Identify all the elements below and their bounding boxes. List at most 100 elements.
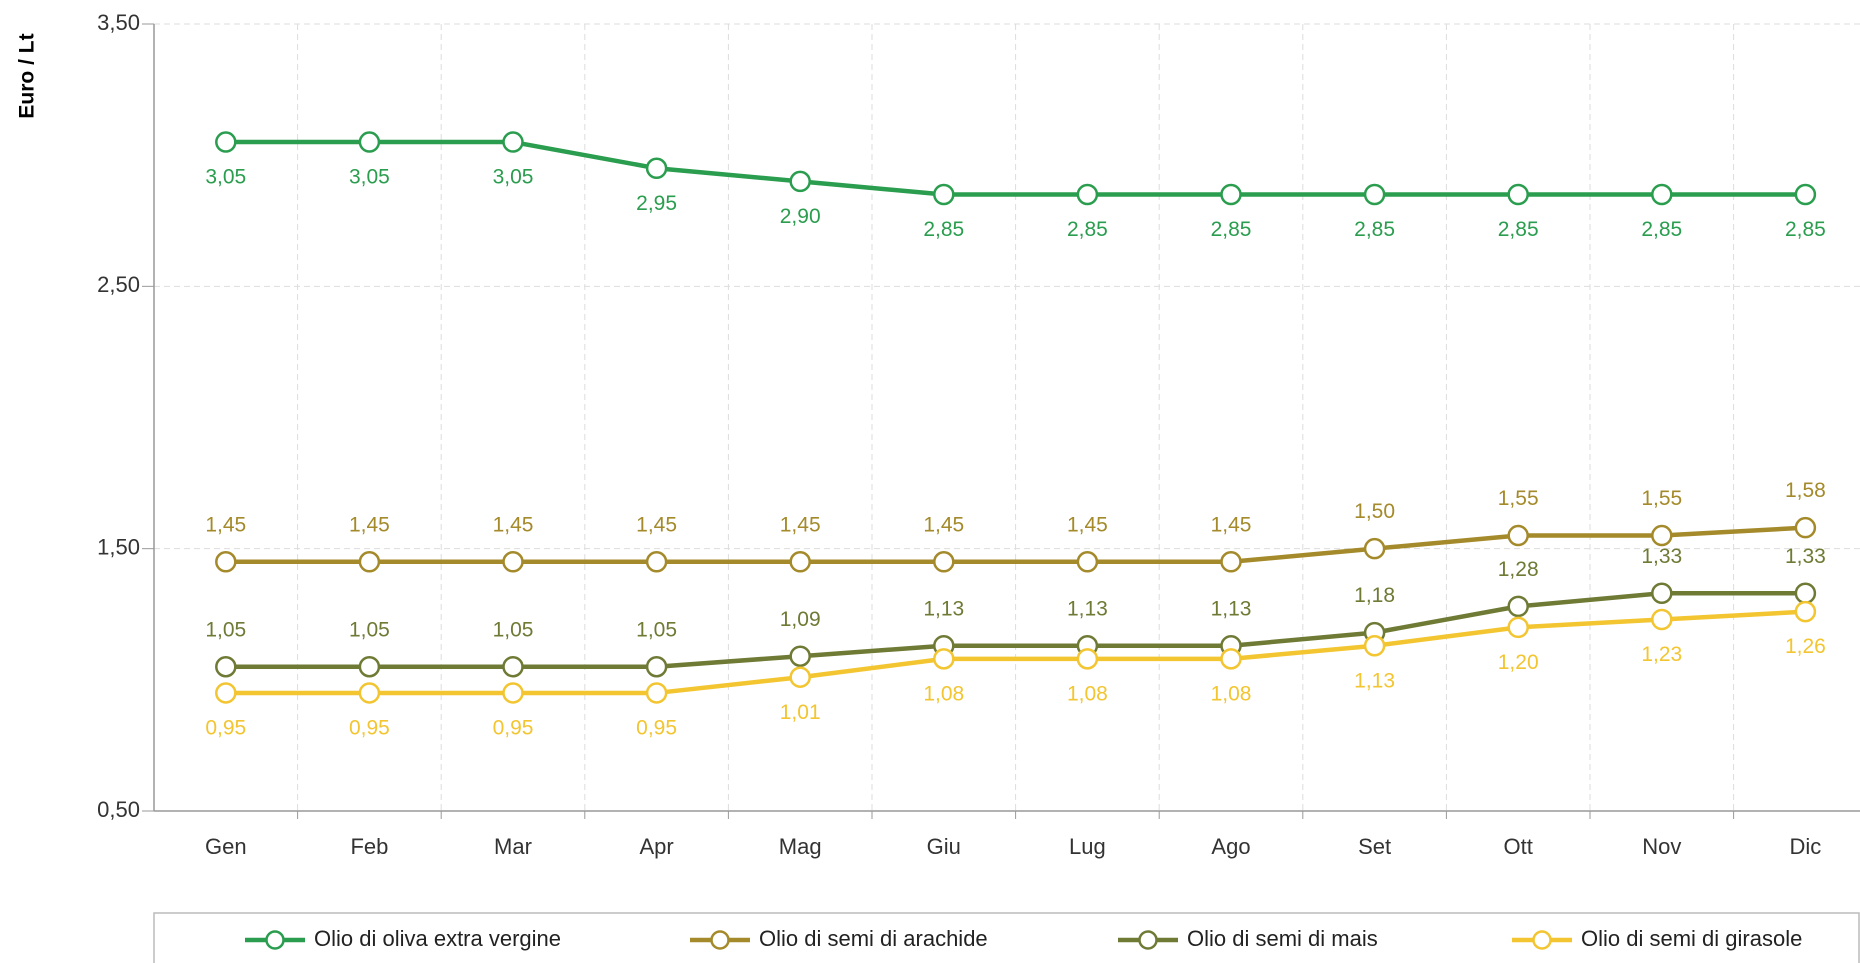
point (645, 551, 668, 573)
data-label: 1,45 (205, 513, 246, 536)
data-label: 1,45 (780, 513, 821, 536)
data-label: 1,05 (349, 618, 390, 641)
point (1363, 537, 1386, 560)
data-label: 1,50 (1354, 500, 1395, 523)
x-tick-label: Mag (779, 834, 822, 859)
point (933, 551, 955, 573)
data-label: 1,28 (1498, 558, 1539, 581)
y-tick-label: 2,50 (97, 272, 140, 297)
point (933, 648, 955, 670)
data-label: 2,90 (780, 205, 821, 228)
data-label: 2,85 (1498, 218, 1539, 241)
point (215, 551, 237, 573)
point (1220, 183, 1242, 206)
point (1220, 551, 1242, 573)
data-label: 1,09 (780, 608, 821, 631)
legend-label: Olio di semi di arachide (759, 926, 988, 951)
point (1651, 582, 1673, 605)
data-label: 2,85 (1785, 218, 1826, 241)
point (215, 131, 237, 153)
data-label: 1,08 (923, 682, 964, 705)
x-tick-label: Giu (927, 834, 961, 859)
data-label: 0,95 (205, 716, 246, 739)
data-label: 1,05 (636, 618, 677, 641)
point (1507, 524, 1529, 547)
legend-label: Olio di oliva extra vergine (314, 926, 561, 951)
y-tick-label: 0,50 (97, 797, 140, 822)
data-label: 2,85 (1641, 218, 1682, 241)
point (1651, 608, 1673, 631)
data-label: 1,13 (1354, 669, 1395, 692)
point (502, 551, 524, 573)
point (502, 682, 524, 704)
data-label: 1,08 (1211, 682, 1252, 705)
point (933, 183, 955, 206)
data-label: 0,95 (636, 716, 677, 739)
data-label: 1,55 (1641, 487, 1682, 510)
data-label: 1,33 (1641, 545, 1682, 568)
point (1363, 183, 1386, 206)
y-tick-label: 1,50 (97, 534, 140, 559)
data-label: 0,95 (349, 716, 390, 739)
series-line (225, 139, 1806, 197)
data-label: 1,08 (1067, 682, 1108, 705)
x-tick-label: Mar (494, 834, 532, 859)
x-tick-label: Feb (350, 834, 388, 859)
point (645, 655, 668, 678)
x-tick-label: Set (1358, 834, 1391, 859)
series-line (225, 525, 1806, 565)
point (645, 682, 668, 704)
data-label: 1,05 (493, 618, 534, 641)
point (1220, 648, 1242, 670)
point (789, 666, 811, 688)
data-label: 1,01 (780, 701, 821, 724)
point (215, 682, 237, 704)
point (789, 645, 811, 667)
data-label: 1,45 (493, 513, 534, 536)
data-label: 1,45 (1067, 513, 1108, 536)
data-label: 2,85 (1354, 218, 1395, 241)
legend-marker (1138, 930, 1158, 950)
point (1363, 634, 1386, 657)
data-label: 1,55 (1498, 487, 1539, 510)
point (1507, 595, 1529, 618)
point (1507, 183, 1529, 206)
legend-box (153, 912, 1860, 963)
data-label: 1,45 (636, 513, 677, 536)
data-label: 1,45 (1211, 513, 1252, 536)
data-label: 1,26 (1785, 635, 1826, 658)
point (1076, 551, 1099, 573)
legend-marker (710, 930, 730, 950)
point (1794, 516, 1817, 539)
data-label: 0,95 (493, 716, 534, 739)
data-label: 1,13 (923, 597, 964, 620)
point (1076, 648, 1099, 670)
point (502, 655, 524, 678)
data-label: 2,85 (1067, 218, 1108, 241)
data-label: 1,13 (1067, 597, 1108, 620)
point (645, 157, 668, 180)
point (1076, 183, 1099, 206)
data-label: 3,05 (205, 166, 246, 189)
x-tick-label: Lug (1069, 834, 1106, 859)
point (502, 131, 524, 153)
data-label: 1,20 (1498, 651, 1539, 674)
point (1794, 183, 1817, 206)
data-label: 1,58 (1785, 479, 1826, 502)
data-label: 1,45 (923, 513, 964, 536)
x-tick-label: Dic (1790, 834, 1822, 859)
point (1507, 616, 1529, 639)
point (358, 551, 381, 573)
data-label: 2,85 (1211, 218, 1252, 241)
x-tick-label: Nov (1642, 834, 1681, 859)
x-tick-label: Apr (639, 834, 673, 859)
y-axis-label: Euro / Lt (16, 33, 39, 118)
y-tick-label: 3,50 (97, 10, 140, 35)
data-label: 3,05 (493, 166, 534, 189)
point (1651, 183, 1673, 206)
data-label: 1,33 (1785, 545, 1826, 568)
data-label: 1,18 (1354, 584, 1395, 607)
x-tick-label: Gen (205, 834, 247, 859)
